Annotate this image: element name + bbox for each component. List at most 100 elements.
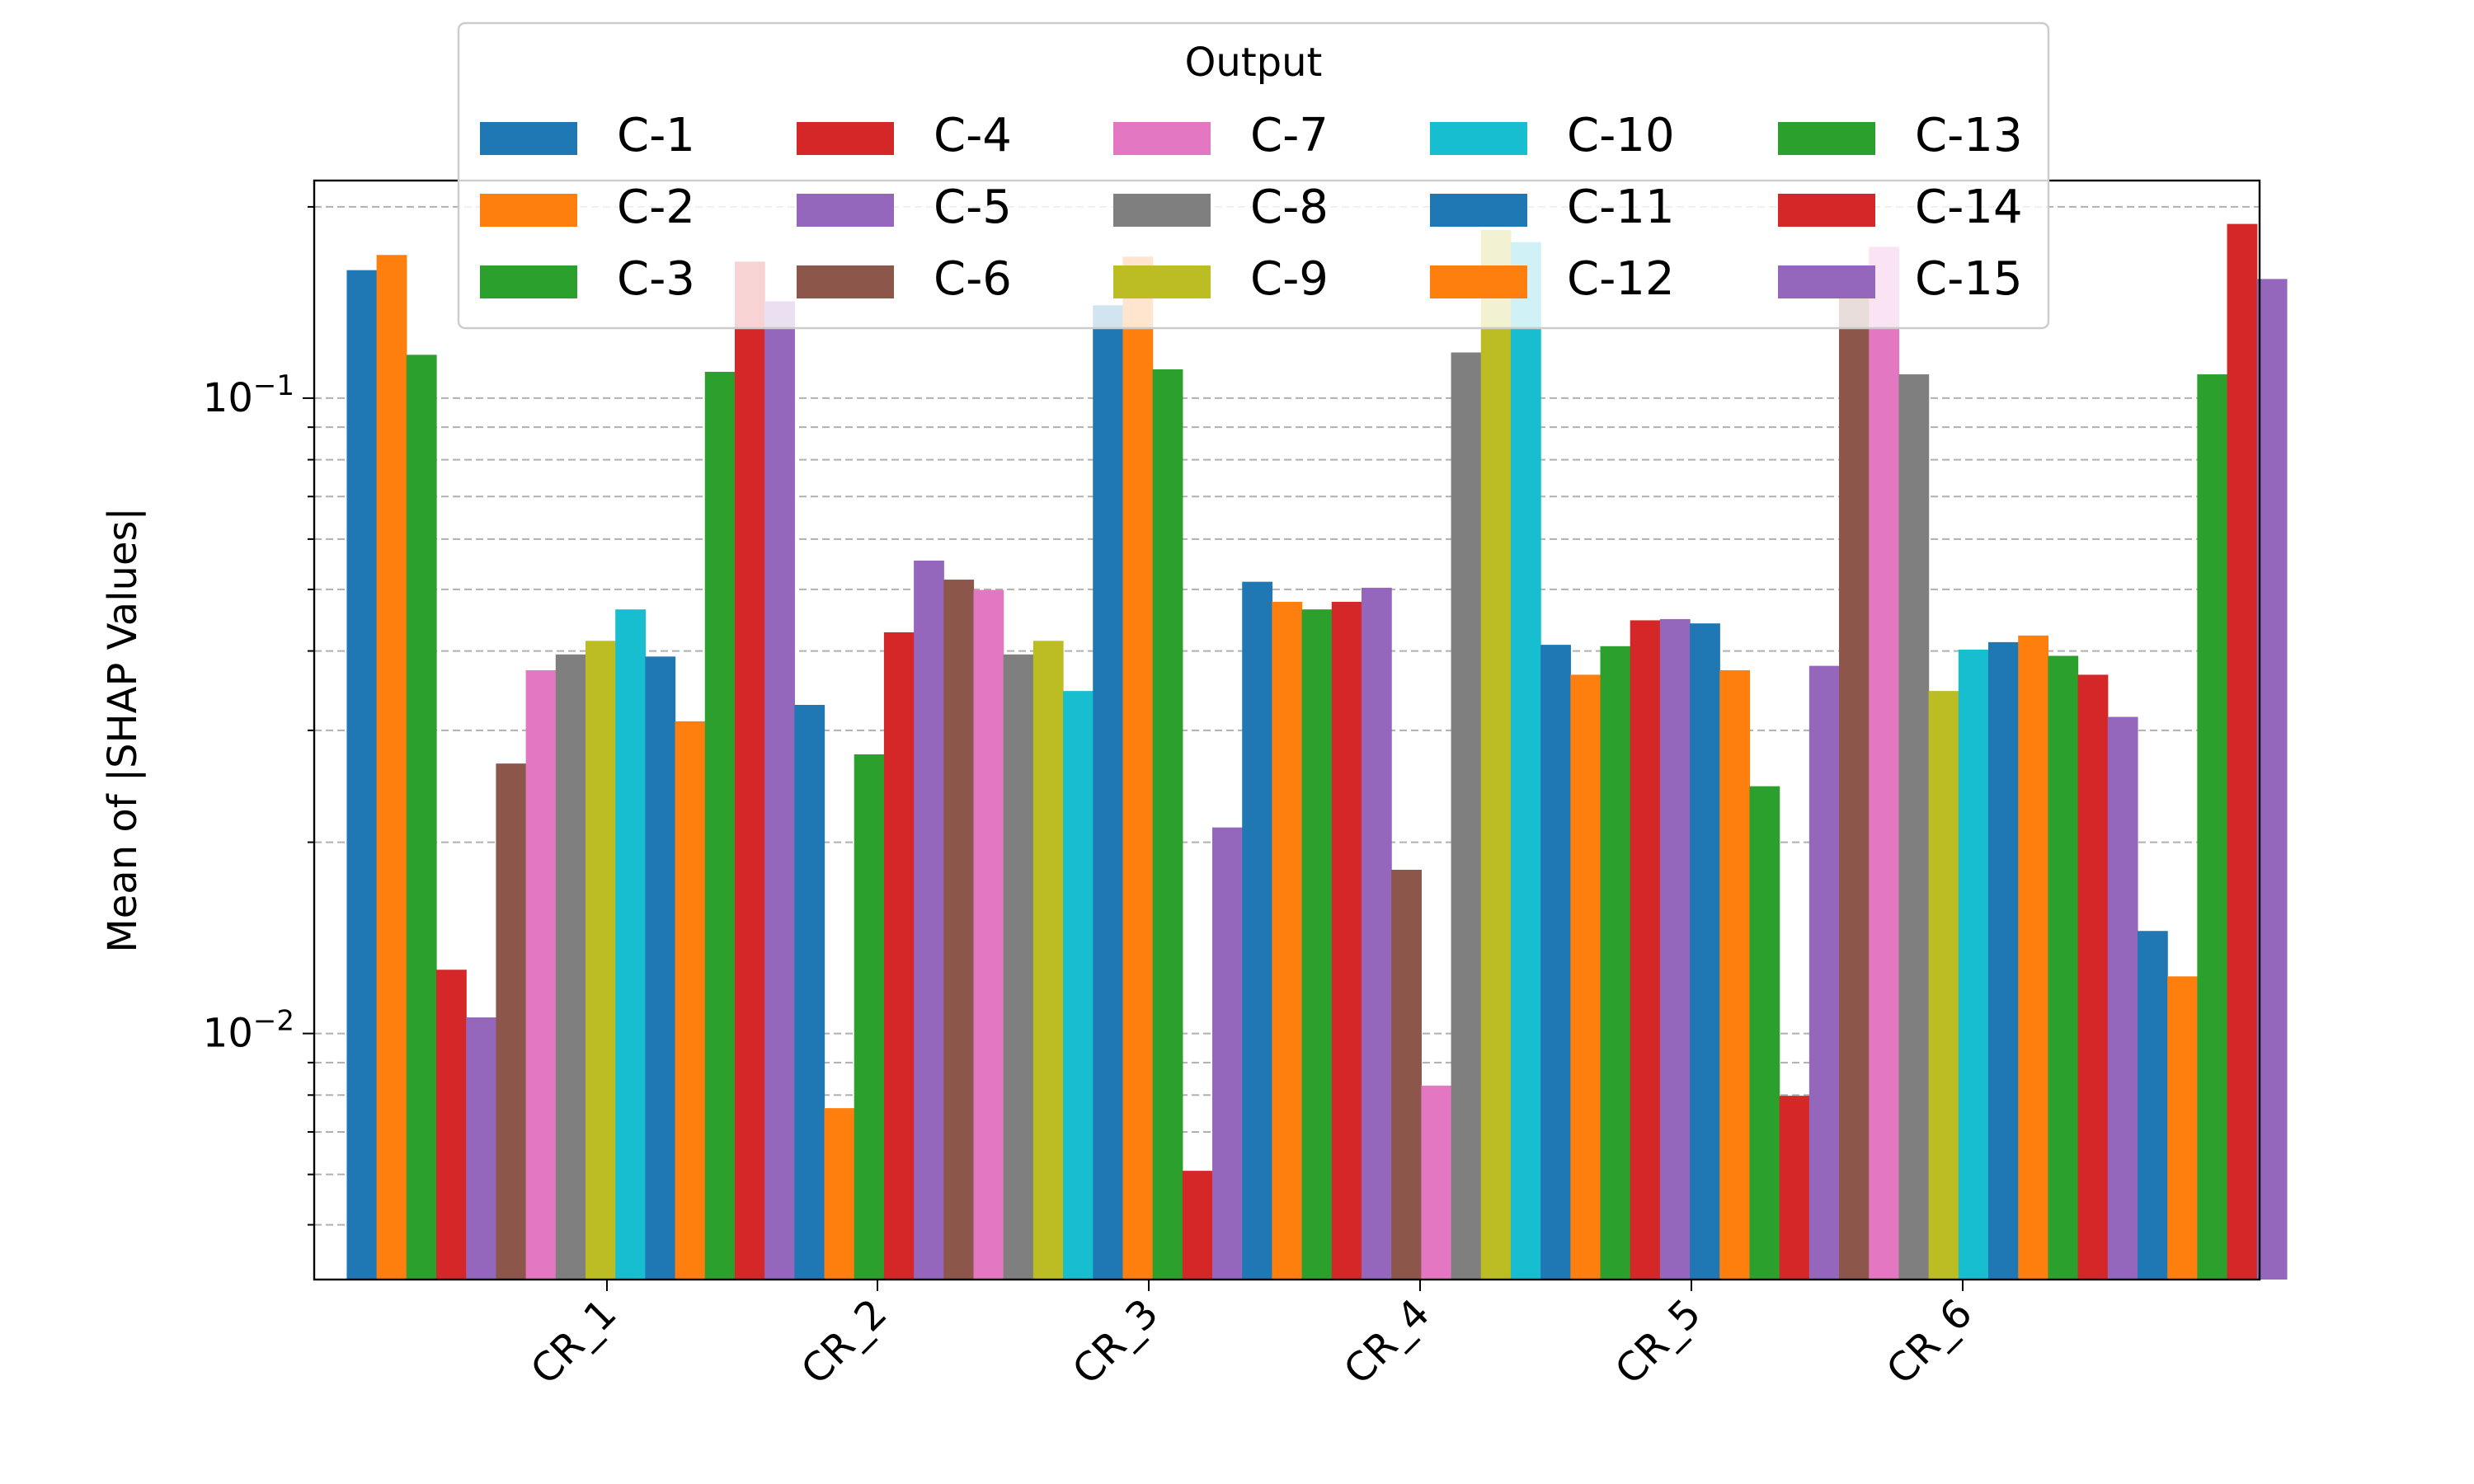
legend-label: C-2 <box>617 181 695 234</box>
legend-swatch <box>797 194 894 227</box>
bar-C-11 <box>1540 645 1571 1280</box>
bar-C-5 <box>1808 665 1840 1280</box>
legend-label: C-9 <box>1250 252 1329 306</box>
y-axis: Mean of |SHAP Values| 10−1 10−2 <box>100 205 314 1226</box>
bar-C-11 <box>1988 641 2019 1280</box>
bar-C-12 <box>1122 256 1154 1280</box>
bar-C-5 <box>2256 279 2288 1280</box>
legend-swatch <box>1430 122 1527 155</box>
bar-C-7 <box>525 669 557 1280</box>
legend-label: C-1 <box>617 109 695 162</box>
legend-swatch <box>797 122 894 155</box>
bar-C-5 <box>1361 587 1392 1280</box>
bar-C-6 <box>496 763 527 1280</box>
bar-C-14 <box>734 261 765 1280</box>
legend-label: C-11 <box>1567 181 1675 234</box>
bar-C-7 <box>973 589 1004 1280</box>
y-axis-label: Mean of |SHAP Values| <box>100 507 146 952</box>
legend-label: C-14 <box>1915 181 2023 234</box>
bar-C-11 <box>645 656 676 1280</box>
bar-C-9 <box>1928 691 1959 1280</box>
bar-C-14 <box>2077 674 2109 1280</box>
bar-C-8 <box>1451 352 1482 1280</box>
bar-C-3 <box>2197 374 2228 1280</box>
bar-C-8 <box>1003 654 1034 1280</box>
bar-C-12 <box>2018 635 2048 1280</box>
bar-C-6 <box>1391 869 1422 1280</box>
bar-C-15 <box>2107 716 2138 1280</box>
bar-C-3 <box>854 754 885 1280</box>
bar-C-14 <box>1182 1171 1213 1280</box>
legend-frame <box>457 21 2050 330</box>
legend-label: C-13 <box>1915 109 2023 162</box>
legend-swatch <box>1778 122 1875 155</box>
legend-label: C-6 <box>934 252 1012 306</box>
legend-title: Output <box>1185 40 1323 86</box>
legend-swatch <box>1430 194 1527 227</box>
bar-C-4 <box>883 632 915 1280</box>
legend-swatch <box>480 265 577 298</box>
bar-C-2 <box>376 255 407 1280</box>
bar-C-4 <box>2227 223 2258 1280</box>
bar-C-7 <box>1421 1085 1452 1280</box>
legend-swatch <box>1113 122 1211 155</box>
legend-label: C-5 <box>934 181 1012 234</box>
bar-C-14 <box>1630 620 1661 1280</box>
bar-C-2 <box>1719 669 1751 1280</box>
legend-label: C-12 <box>1567 252 1675 306</box>
legend-label: C-10 <box>1567 109 1675 162</box>
bar-C-11 <box>1093 305 1124 1280</box>
bar-C-4 <box>1331 601 1362 1280</box>
bar-C-10 <box>615 609 646 1280</box>
bar-C-4 <box>1779 1096 1810 1280</box>
legend-label: C-3 <box>617 252 695 306</box>
bar-C-1 <box>1242 581 1273 1280</box>
legend-swatch <box>480 194 577 227</box>
bar-C-2 <box>1272 601 1303 1280</box>
bar-C-3 <box>1301 609 1333 1280</box>
bar-C-1 <box>346 270 378 1280</box>
bar-C-1 <box>794 704 825 1280</box>
legend-swatch <box>1430 265 1527 298</box>
legend-swatch <box>1113 265 1211 298</box>
bar-C-15 <box>1659 618 1691 1280</box>
bar-C-9 <box>585 641 616 1280</box>
bar-C-13 <box>1152 369 1183 1280</box>
bar-C-9 <box>1032 641 1064 1280</box>
bar-C-3 <box>406 355 437 1280</box>
bar-C-12 <box>1570 674 1602 1280</box>
bar-C-4 <box>436 970 467 1280</box>
legend-label: C-15 <box>1915 252 2023 306</box>
bar-C-6 <box>943 580 975 1280</box>
legend-swatch <box>797 265 894 298</box>
legend-swatch <box>1778 194 1875 227</box>
legend-label: C-7 <box>1250 109 1329 162</box>
bar-C-5 <box>914 560 944 1280</box>
legend-label: C-8 <box>1250 181 1329 234</box>
bar-C-9 <box>1480 229 1512 1280</box>
y-tick-label: 10−2 <box>203 1005 294 1057</box>
bar-C-2 <box>824 1108 855 1280</box>
legend-swatch <box>1113 194 1211 227</box>
legend: Output C-1 C-2 C-3 C-4 C-5 C-6 C-7 C-8 C-9 C-10 C-… <box>457 21 2050 330</box>
legend-label: C-4 <box>934 109 1012 162</box>
bar-C-8 <box>555 654 586 1280</box>
bar-C-10 <box>1063 691 1094 1280</box>
legend-swatch <box>1778 265 1875 298</box>
bar-C-13 <box>2048 655 2079 1280</box>
bar-C-6 <box>1839 271 1870 1280</box>
bar-C-8 <box>1898 374 1930 1280</box>
bar-C-5 <box>466 1017 497 1280</box>
bar-C-1 <box>1690 623 1720 1280</box>
bar-C-12 <box>675 721 706 1280</box>
bar-C-3 <box>1749 786 1780 1280</box>
bar-C-2 <box>2167 976 2198 1280</box>
legend-swatch <box>480 122 577 155</box>
y-tick-label: 10−1 <box>203 369 294 421</box>
bar-C-13 <box>704 371 736 1280</box>
bar-C-7 <box>1869 247 1900 1280</box>
bar-C-10 <box>1510 242 1541 1280</box>
bar-C-13 <box>1600 646 1631 1280</box>
bar-C-15 <box>1212 827 1243 1280</box>
